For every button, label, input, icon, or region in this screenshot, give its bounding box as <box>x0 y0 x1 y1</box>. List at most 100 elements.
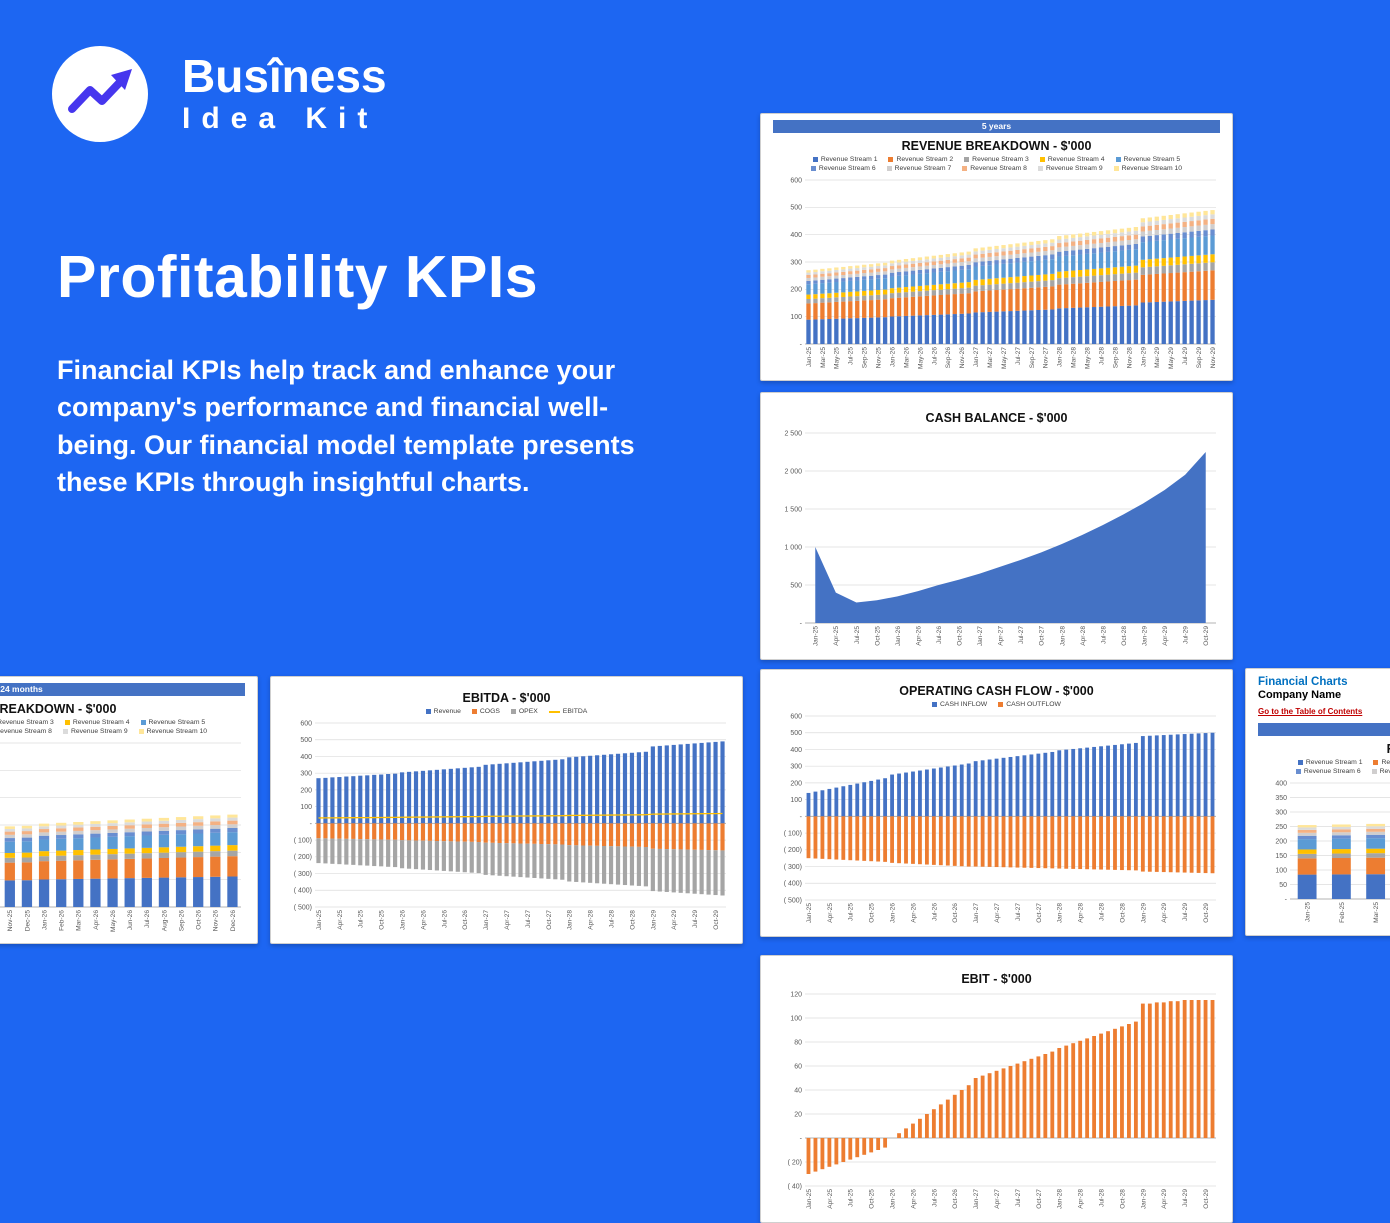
legend-item: Revenue Stream 1 <box>812 156 877 163</box>
svg-text:Apr-27: Apr-27 <box>994 903 1001 923</box>
svg-text:Oct-26: Oct-26 <box>952 903 959 923</box>
chart-area: 600 500 400 300 200 100 - ( 100) ( 200) ( 300) ( 4… <box>279 717 734 937</box>
svg-text:Dec-26: Dec-26 <box>230 910 237 932</box>
svg-text:Feb-26: Feb-26 <box>59 910 66 931</box>
legend-marker <box>510 709 516 714</box>
svg-text:Dec-25: Dec-25 <box>24 910 31 932</box>
svg-text:Jan-25: Jan-25 <box>806 903 813 923</box>
svg-text:Apr-26: Apr-26 <box>915 626 922 646</box>
svg-text:Jan-26: Jan-26 <box>889 347 896 367</box>
svg-text:Apr-29: Apr-29 <box>1162 626 1169 646</box>
svg-text:200: 200 <box>1275 838 1287 845</box>
brand-logo: Busîness Idea Kit <box>52 46 387 142</box>
svg-text:100: 100 <box>790 797 802 804</box>
svg-text:Oct-28: Oct-28 <box>1119 1189 1126 1209</box>
svg-text:Sep-29: Sep-29 <box>1196 347 1203 369</box>
svg-text:Jul-25: Jul-25 <box>854 626 861 644</box>
svg-text:1 000: 1 000 <box>784 544 802 551</box>
legend-marker <box>64 720 70 725</box>
chart-card-operating-cash-flow: OPERATING CASH FLOW - $'000 CASH INFLOW C… <box>760 669 1233 937</box>
svg-text:( 400): ( 400) <box>294 888 312 895</box>
svg-text:Jul-26: Jul-26 <box>936 626 943 644</box>
logo-circle <box>52 46 148 142</box>
svg-text:Jul-27: Jul-27 <box>1018 626 1025 644</box>
legend-item: Revenue Stream 10 <box>138 728 207 735</box>
svg-text:Nov-26: Nov-26 <box>959 347 966 369</box>
svg-text:Oct-26: Oct-26 <box>952 1189 959 1209</box>
svg-text:350: 350 <box>1275 795 1287 802</box>
legend-item: COGS <box>471 708 500 715</box>
svg-text:Jul-25: Jul-25 <box>848 903 855 921</box>
legend-item: Revenue Stream 8 <box>962 165 1027 172</box>
svg-text:300: 300 <box>1275 809 1287 816</box>
legend-item: Revenue Stream 1 <box>1297 759 1362 766</box>
svg-text:-: - <box>800 341 803 348</box>
svg-text:Jan-25: Jan-25 <box>316 910 323 930</box>
svg-text:500: 500 <box>790 730 802 737</box>
legend-marker <box>62 729 68 734</box>
svg-text:20: 20 <box>794 1111 802 1118</box>
chart-card-cash-balance: CASH BALANCE - $'000 2 500 2 000 1 500 1 00… <box>760 392 1233 660</box>
chart-area: 2 500 2 000 1 500 1 000 500 - Jan-25 Apr-25 Jul-… <box>769 427 1224 653</box>
svg-text:Oct-25: Oct-25 <box>379 910 386 930</box>
svg-text:Oct-25: Oct-25 <box>869 1189 876 1209</box>
page-title: Profitability KPIs <box>57 244 539 310</box>
legend-item: Revenue Stream 5 <box>1115 156 1180 163</box>
svg-text:Oct-28: Oct-28 <box>629 910 636 930</box>
chart-area: 600500400300200100-Jan-25Feb-25Mar-25Apr… <box>0 737 249 937</box>
svg-text:( 40): ( 40) <box>788 1183 802 1190</box>
svg-text:( 500): ( 500) <box>294 904 312 911</box>
svg-text:Jul-26: Jul-26 <box>441 910 448 928</box>
legend-item: Revenue Stream 6 <box>1295 768 1361 775</box>
svg-text:( 200): ( 200) <box>294 854 312 861</box>
series-group <box>316 741 725 896</box>
svg-text:May-25: May-25 <box>834 347 841 369</box>
svg-text:Oct-29: Oct-29 <box>1203 903 1210 923</box>
svg-text:Aug-26: Aug-26 <box>161 910 168 932</box>
svg-text:400: 400 <box>1275 780 1287 787</box>
svg-text:Jan-28: Jan-28 <box>1059 626 1066 646</box>
page-description: Financial KPIs help track and enhance yo… <box>57 355 635 497</box>
svg-text:Jul-29: Jul-29 <box>1182 347 1189 365</box>
svg-text:Jun-26: Jun-26 <box>127 910 134 930</box>
page: { "page": {"background": "#1D66F2"}, "he… <box>0 46 1390 1223</box>
svg-text:Mar-25: Mar-25 <box>820 347 827 368</box>
svg-text:300: 300 <box>790 259 802 266</box>
legend-item: Revenue Stream 2 <box>888 156 953 163</box>
svg-text:Jan-27: Jan-27 <box>973 347 980 367</box>
chart-title: REVENUE BREAKDOWN - $'000 <box>1254 739 1390 758</box>
svg-text:Oct-28: Oct-28 <box>1121 626 1128 646</box>
svg-text:Jan-26: Jan-26 <box>889 1189 896 1209</box>
svg-text:Jul-26: Jul-26 <box>931 1189 938 1207</box>
svg-text:Apr-26: Apr-26 <box>420 910 427 930</box>
chart-title: OPERATING CASH FLOW - $'000 <box>899 684 1094 698</box>
svg-text:( 200): ( 200) <box>784 847 802 854</box>
svg-text:Jan-26: Jan-26 <box>41 910 48 930</box>
table-of-contents-link[interactable]: Go to the Table of Contents <box>1258 707 1363 716</box>
svg-text:Oct-27: Oct-27 <box>1036 1189 1043 1209</box>
svg-text:500: 500 <box>790 205 802 212</box>
period-band: 24 months <box>0 683 245 696</box>
chart-canvas-ocf: 600 500 400 300 200 100 - ( 100) ( 200) ( 300) ( 4… <box>784 713 1216 923</box>
svg-text:Apr-26: Apr-26 <box>93 910 100 930</box>
legend-marker <box>1371 769 1377 774</box>
svg-text:-: - <box>800 814 803 821</box>
svg-text:Jul-28: Jul-28 <box>1098 1189 1105 1207</box>
svg-text:Apr-25: Apr-25 <box>827 903 834 923</box>
chart-canvas-cash: 2 500 2 000 1 500 1 000 500 - Jan-25 Apr-25 Jul-… <box>784 430 1216 646</box>
svg-text:Jan-26: Jan-26 <box>399 910 406 930</box>
svg-text:Nov-26: Nov-26 <box>213 910 220 932</box>
svg-text:May-28: May-28 <box>1085 347 1092 369</box>
svg-text:100: 100 <box>1275 867 1287 874</box>
svg-text:Apr-27: Apr-27 <box>998 626 1005 646</box>
svg-text:-: - <box>800 1135 803 1142</box>
svg-text:Jan-25: Jan-25 <box>806 347 813 367</box>
svg-text:Oct-27: Oct-27 <box>546 910 553 930</box>
legend-item: Revenue Stream 9 <box>1037 165 1103 172</box>
logo-text: Busîness Idea Kit <box>182 52 387 136</box>
svg-text:( 20): ( 20) <box>788 1159 802 1166</box>
svg-text:Jan-26: Jan-26 <box>889 903 896 923</box>
svg-text:100: 100 <box>790 314 802 321</box>
svg-text:Jan-27: Jan-27 <box>973 1189 980 1209</box>
series-group <box>806 210 1215 344</box>
